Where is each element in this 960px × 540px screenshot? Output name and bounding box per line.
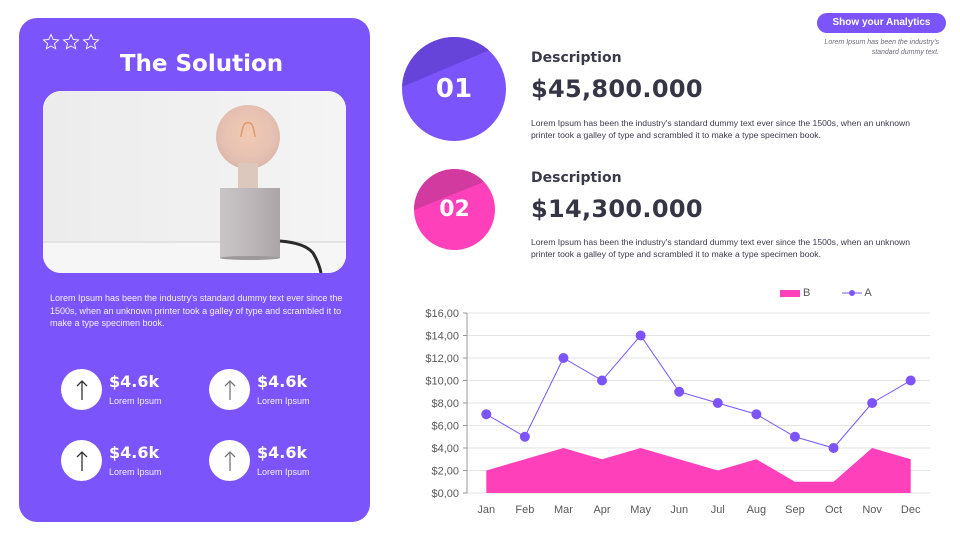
stat-value: $4.6k: [257, 372, 308, 391]
legend-label-b: B: [803, 287, 811, 299]
item-label: Description: [531, 170, 622, 186]
chart-legend: B A: [780, 287, 872, 299]
stat-value: $4.6k: [109, 372, 160, 391]
rating-stars: [42, 33, 100, 51]
data-point-a: [867, 398, 878, 408]
item-amount: $45,800.000: [531, 75, 703, 103]
stat-icon-circle: [209, 369, 250, 410]
item-description: Lorem Ipsum has been the industry's stan…: [531, 118, 911, 140]
arrow-up-icon: [224, 379, 235, 400]
stat-value: $4.6k: [109, 443, 160, 462]
badge-02: 02: [414, 169, 495, 250]
card-title: The Solution: [119, 51, 284, 77]
y-tick-label: $14,00: [425, 331, 459, 343]
star-outline-icon: [82, 33, 100, 50]
legend-line-marker-icon: [842, 290, 863, 296]
badge-shade: [414, 169, 486, 210]
data-point-a: [519, 431, 530, 442]
data-point-a: [481, 409, 492, 420]
x-tick-label: Jun: [670, 504, 688, 516]
stat-label: Lorem Ipsum: [257, 467, 310, 477]
arrow-up-icon: [76, 379, 87, 400]
item-description: Lorem Ipsum has been the industry's stan…: [531, 237, 911, 259]
data-point-a: [635, 330, 646, 341]
x-tick-label: May: [630, 504, 651, 516]
badge-number: 02: [439, 197, 470, 222]
y-tick-label: $12,00: [425, 353, 459, 365]
x-tick-label: Jan: [477, 504, 495, 516]
analytics-note: Lorem Ipsum has been the industry's stan…: [824, 39, 939, 56]
data-point-a: [597, 375, 608, 386]
y-tick-label: $10,00: [425, 376, 459, 388]
area-series-b: [486, 448, 911, 493]
stat-label: Lorem Ipsum: [109, 396, 162, 406]
y-tick-label: $0,00: [431, 488, 459, 500]
y-tick-label: $16,00: [425, 308, 459, 320]
x-tick-label: Dec: [901, 504, 921, 516]
x-tick-label: Mar: [554, 504, 573, 516]
x-tick-label: Feb: [515, 504, 534, 516]
x-tick-label: Aug: [747, 504, 767, 516]
stat-item: $4.6k Lorem Ipsum: [61, 369, 162, 410]
data-point-a: [712, 398, 723, 408]
badge-shade: [402, 37, 492, 87]
show-analytics-button[interactable]: Show your Analytics: [817, 13, 946, 33]
legend-label-a: A: [864, 287, 872, 299]
y-tick-label: $6,00: [431, 421, 459, 433]
card-description: Lorem Ipsum has been the industry's stan…: [50, 293, 343, 328]
x-tick-label: Nov: [862, 504, 882, 516]
star-outline-icon: [62, 33, 80, 50]
stat-value: $4.6k: [257, 443, 308, 462]
lamp-photo: [43, 91, 346, 273]
y-tick-label: $2,00: [431, 466, 459, 478]
line-series-a: [486, 334, 911, 449]
x-tick-label: Apr: [593, 504, 610, 516]
lightbulb-image: [43, 91, 346, 273]
stat-icon-circle: [61, 440, 102, 481]
x-tick-label: Oct: [825, 504, 842, 516]
analytics-chart: B A $0,00 $2,00 $4,00 $6,00 $8,00 $10,00 $12,0…: [410, 283, 940, 523]
data-point-a: [751, 409, 762, 420]
data-point-a: [905, 375, 916, 386]
stat-label: Lorem Ipsum: [109, 467, 162, 477]
data-point-a: [789, 431, 800, 442]
star-outline-icon: [42, 33, 60, 50]
stat-icon-circle: [61, 369, 102, 410]
y-tick-label: $8,00: [431, 398, 459, 410]
stat-icon-circle: [209, 440, 250, 481]
stat-item: $4.6k Lorem Ipsum: [209, 440, 310, 481]
stat-item: $4.6k Lorem Ipsum: [61, 440, 162, 481]
y-tick-label: $4,00: [431, 443, 459, 455]
stat-item: $4.6k Lorem Ipsum: [209, 369, 310, 410]
solution-card: The Solution Lor: [19, 18, 370, 522]
badge-number: 01: [435, 74, 473, 104]
x-tick-label: Jul: [711, 504, 725, 516]
data-point-a: [674, 386, 685, 397]
data-point-a: [828, 443, 839, 453]
stat-label: Lorem Ipsum: [257, 396, 310, 406]
item-amount: $14,300.000: [531, 195, 703, 223]
badge-01: 01: [402, 37, 506, 141]
arrow-up-icon: [224, 450, 235, 471]
item-label: Description: [531, 50, 622, 66]
legend-swatch-b: [780, 289, 800, 297]
x-tick-label: Sep: [785, 504, 805, 516]
data-point-a: [558, 353, 569, 363]
chart-plot: $0,00 $2,00 $4,00 $6,00 $8,00 $10,00 $12,00 $14…: [425, 308, 930, 516]
arrow-up-icon: [76, 450, 87, 471]
